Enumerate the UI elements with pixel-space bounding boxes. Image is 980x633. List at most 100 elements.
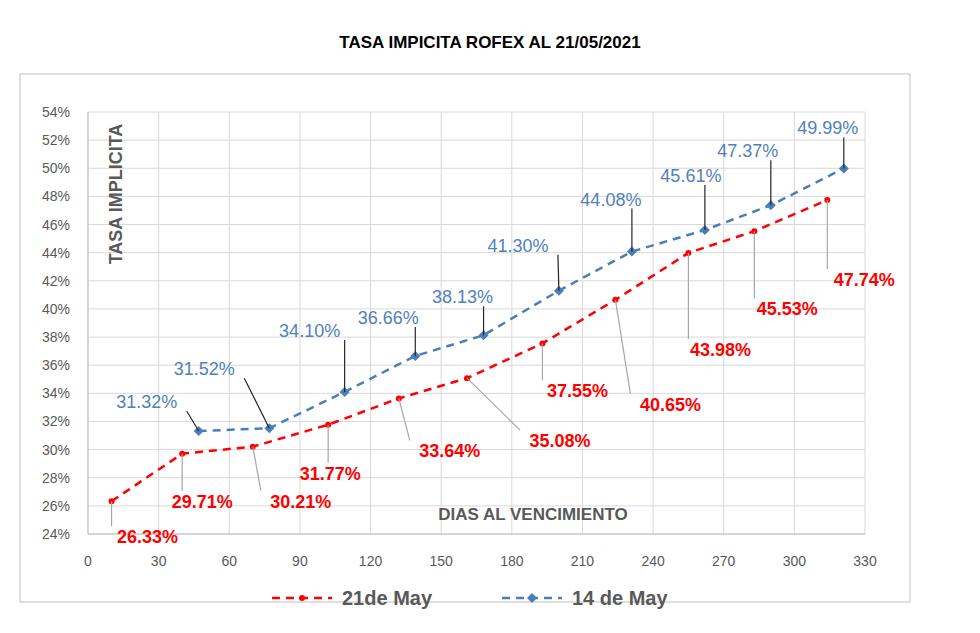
y-tick-label: 42% [42, 273, 70, 289]
grid-line [88, 224, 865, 225]
data-label: 38.13% [432, 287, 493, 307]
y-axis [88, 112, 89, 534]
leader-line [770, 160, 771, 205]
title: TASA IMPICITA ROFEX AL 21/05/2021 [339, 33, 640, 52]
leader-line [244, 378, 269, 428]
grid-line [88, 421, 865, 422]
leader-line [483, 306, 484, 335]
y-tick-label: 24% [42, 526, 70, 542]
y-tick-label: 34% [42, 385, 70, 401]
data-label: 34.10% [279, 321, 340, 341]
leader-line [615, 300, 630, 394]
grid-line [88, 308, 865, 309]
x-axis-title: DIAS AL VENCIMIENTO [438, 505, 628, 524]
y-tick-label: 30% [42, 442, 70, 458]
leader-line [415, 327, 416, 356]
data-label: 49.99% [797, 118, 858, 138]
leader-line [328, 425, 329, 463]
y-tick-label: 32% [42, 413, 70, 429]
leader-line [542, 343, 543, 380]
chart-frame [20, 74, 910, 602]
x-tick-label: 180 [500, 553, 524, 569]
leader-line [182, 454, 183, 491]
y-tick-label: 46% [42, 217, 70, 233]
y-tick-label: 36% [42, 357, 70, 373]
y-tick-label: 44% [42, 245, 70, 261]
y-axis-title: TASA IMPLICITA [106, 124, 126, 265]
leader-line [399, 398, 410, 440]
leader-line [827, 200, 828, 269]
x-tick-label: 60 [221, 553, 237, 569]
leader-line [344, 340, 345, 392]
grid-line [229, 112, 230, 534]
leader-line [843, 137, 844, 168]
series-line [112, 200, 828, 501]
data-label: 26.33% [117, 527, 178, 547]
grid-line [582, 112, 583, 534]
grid-line [511, 112, 512, 534]
x-tick-label: 270 [712, 553, 736, 569]
data-label: 31.77% [300, 464, 361, 484]
x-tick-label: 90 [292, 553, 308, 569]
x-axis [88, 534, 865, 535]
plot-marks [109, 163, 849, 504]
y-tick-label: 28% [42, 470, 70, 486]
data-label: 41.30% [487, 236, 548, 256]
data-label: 33.64% [419, 441, 480, 461]
data-label: 31.32% [116, 392, 177, 412]
x-tick-label: 30 [151, 553, 167, 569]
series-line [199, 168, 844, 431]
grid-line [794, 112, 795, 534]
x-tick-label: 150 [430, 553, 454, 569]
x-tick-label: 240 [641, 553, 665, 569]
legend-marker [527, 593, 537, 603]
grid-line [653, 112, 654, 534]
leader-line [558, 255, 559, 291]
y-tick-label: 50% [42, 160, 70, 176]
grid-line [88, 196, 865, 197]
data-label: 44.08% [580, 190, 641, 210]
data-labels: 26.33%29.71%30.21%31.77%33.64%35.08%37.5… [112, 118, 895, 547]
leader-line [631, 209, 632, 252]
data-label: 29.71% [172, 492, 233, 512]
grid-line [88, 112, 89, 534]
y-tick-label: 40% [42, 301, 70, 317]
legend-marker [299, 595, 305, 601]
x-tick-label: 300 [783, 553, 807, 569]
data-label: 30.21% [270, 492, 331, 512]
x-tick-label: 120 [359, 553, 383, 569]
legend-label: 21de May [342, 587, 433, 609]
data-label: 31.52% [174, 359, 235, 379]
x-tick-label: 210 [571, 553, 595, 569]
leader-line [187, 411, 199, 431]
data-label: 40.65% [640, 395, 701, 415]
y-tick-label: 38% [42, 329, 70, 345]
y-tick-label: 26% [42, 498, 70, 514]
legend-label: 14 de May [572, 587, 668, 609]
grid-line [88, 252, 865, 253]
grid-line [441, 112, 442, 534]
grid-line [88, 393, 865, 394]
grid-line [865, 112, 866, 534]
grid-line [88, 477, 865, 478]
grid-line [88, 534, 865, 535]
grid-line [723, 112, 724, 534]
x-tick-label: 330 [853, 553, 877, 569]
grid-line [88, 168, 865, 169]
grid-line [88, 280, 865, 281]
y-tick-label: 54% [42, 104, 70, 120]
data-label: 47.74% [834, 270, 895, 290]
data-label: 47.37% [717, 141, 778, 161]
data-label: 45.61% [660, 166, 721, 186]
data-label: 43.98% [690, 340, 751, 360]
data-label: 36.66% [358, 308, 419, 328]
data-label: 45.53% [757, 299, 818, 319]
data-label: 35.08% [530, 431, 591, 451]
x-tick-label: 0 [84, 553, 92, 569]
y-tick-label: 48% [42, 188, 70, 204]
leader-line [704, 185, 705, 230]
grid-line [88, 112, 865, 113]
leader-line [754, 231, 755, 298]
y-tick-label: 52% [42, 132, 70, 148]
leader-line [467, 378, 520, 430]
